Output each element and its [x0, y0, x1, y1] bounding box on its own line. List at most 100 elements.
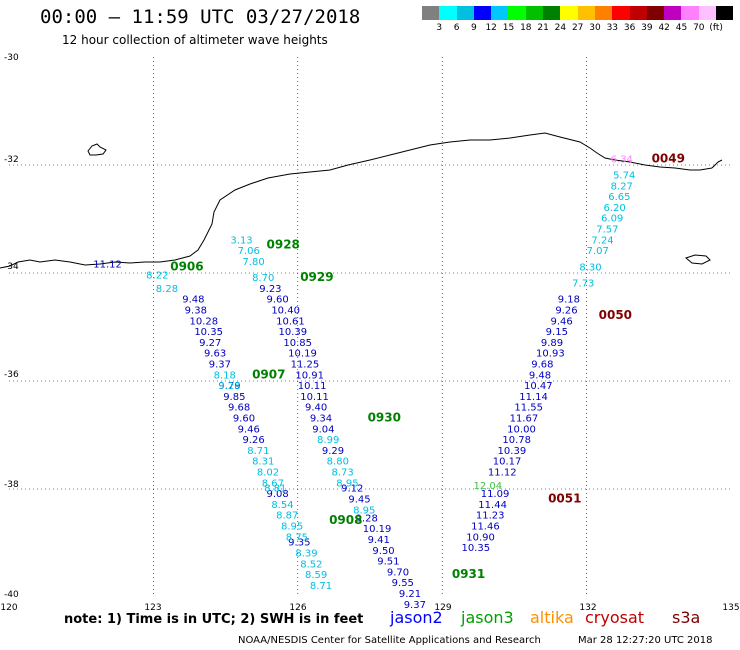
wave-height-value: 10.61: [276, 316, 305, 327]
pass-time-label: 0908: [329, 513, 362, 527]
wave-height-value: 10.00: [507, 424, 536, 435]
legend-tick: 36: [623, 23, 636, 33]
legend-tick: 6: [453, 23, 460, 33]
wave-height-value: 9.37: [209, 360, 231, 371]
legend-tick: 12: [485, 23, 497, 33]
wave-height-value: 10.19: [288, 349, 317, 360]
lat-label: -32: [4, 155, 19, 165]
wave-height-value: 8.99: [317, 435, 339, 446]
wave-height-value: 7.24: [591, 235, 613, 246]
wave-height-value: 11.09: [481, 489, 510, 500]
pass-time-label: 0931: [452, 567, 485, 581]
wave-height-value: 10.40: [271, 306, 300, 317]
legend-swatch: [698, 6, 717, 20]
wave-height-value: 9.40: [305, 403, 327, 414]
lat-label: -30: [4, 53, 19, 63]
pass-time-label: 0930: [368, 411, 401, 425]
wave-height-value: 10.17: [493, 457, 522, 468]
wave-height-value: 9.04: [312, 424, 334, 435]
legend-tick: 45: [675, 23, 688, 33]
wave-height-value: 9.26: [555, 306, 577, 317]
wave-height-value: 9.28: [356, 513, 378, 524]
legend-tick: (ft): [709, 23, 723, 33]
legend-tick: 18: [520, 23, 532, 33]
wave-height-value: 10.19: [363, 524, 392, 535]
wave-height-value: 9.68: [531, 360, 553, 371]
pass-time-label: 0906: [170, 259, 203, 273]
wave-height-value: 8.75: [286, 532, 308, 543]
wave-height-value: 9.51: [377, 557, 399, 568]
satellite-altika: altika: [530, 608, 574, 627]
wave-height-value: 9.68: [228, 403, 250, 414]
wave-height-value: 10.47: [524, 381, 553, 392]
wave-height-value: 11.55: [514, 403, 543, 414]
legend-swatch: [577, 6, 595, 20]
wave-height-value: 7.07: [587, 246, 609, 257]
wave-height-value: 9.79: [218, 381, 240, 392]
wave-height-value: 9.28: [218, 381, 240, 392]
wave-height-value: 11.67: [510, 414, 539, 425]
wave-height-value: 10.78: [502, 435, 531, 446]
wave-height-value: 8.22: [146, 270, 168, 281]
lat-label: -36: [4, 370, 19, 380]
footer-note: note: 1) Time is in UTC; 2) SWH is in fe…: [64, 612, 364, 627]
legend-swatch: [612, 6, 630, 20]
wave-height-value: 8.31: [252, 457, 274, 468]
lat-label: -34: [4, 262, 19, 272]
wave-height-value: 8.59: [305, 570, 327, 581]
legend-tick: 33: [606, 23, 619, 33]
wave-height-value: 9.70: [387, 567, 409, 578]
wave-height-value: 10.11: [298, 381, 327, 392]
wave-height-value: 8.81: [264, 484, 286, 495]
track-labels: 9.489.3810.2810.359.279.639.379.799.859.…: [93, 154, 635, 611]
legend-swatch: [594, 6, 613, 20]
legend-tick: 3: [436, 23, 443, 33]
legend-swatch: [473, 6, 492, 20]
wave-height-value: 3.13: [230, 235, 252, 246]
coastline: [0, 132, 723, 269]
wave-height-value: 10.35: [461, 543, 490, 554]
legend-tick: 70: [693, 23, 705, 33]
wave-height-value: 9.89: [541, 338, 563, 349]
wave-height-value: 9.38: [185, 306, 207, 317]
wave-height-value: 9.37: [404, 600, 426, 611]
wave-height-value: 8.27: [611, 181, 633, 192]
wave-height-value: 10.91: [295, 370, 324, 381]
lon-label: 126: [289, 603, 307, 613]
wave-height-value: 9.50: [372, 546, 394, 557]
wave-height-value: 8.52: [300, 559, 322, 570]
legend-tick: 39: [641, 23, 653, 33]
wave-height-value: 9.46: [551, 316, 573, 327]
map-subtitle: 12 hour collection of altimeter wave hei…: [62, 33, 328, 47]
wave-height-value: 11.25: [291, 360, 320, 371]
legend-swatch: [560, 6, 578, 20]
wave-height-value: 9.21: [399, 589, 421, 600]
wave-height-value: 11.23: [476, 511, 505, 522]
wave-height-value: 9.60: [233, 414, 255, 425]
wave-height-value: 9.63: [204, 349, 226, 360]
legend-swatch: [681, 6, 699, 20]
wave-height-value: 9.23: [259, 284, 281, 295]
wave-height-value: 11.12: [93, 260, 122, 271]
wave-height-value: 6.34: [611, 154, 633, 165]
wave-height-value: 10.90: [466, 532, 495, 543]
wave-height-value: 9.34: [310, 414, 332, 425]
lon-label: 135: [722, 603, 740, 613]
wave-height-value: 9.45: [348, 495, 370, 506]
map-title: 00:00 – 11:59 UTC 03/27/2018: [40, 6, 361, 28]
wave-height-value: 8.80: [327, 457, 349, 468]
lon-label: 129: [434, 603, 452, 613]
wave-height-value: 7.80: [242, 257, 264, 268]
pass-time-label: 0049: [652, 151, 685, 165]
wave-height-value: 6.20: [603, 203, 625, 214]
legend-swatch: [525, 6, 544, 20]
pass-time-label: 0051: [548, 492, 581, 506]
pass-time-label: 0929: [300, 270, 333, 284]
wave-height-value: 11.44: [478, 500, 507, 511]
wave-height-value: 8.95: [336, 478, 358, 489]
wave-height-value: 8.95: [353, 505, 375, 516]
wave-height-value: 7.06: [238, 246, 260, 257]
legend-swatch: [456, 6, 474, 20]
wave-height-value: 8.73: [331, 468, 353, 479]
wave-height-value: 6.65: [608, 192, 630, 203]
